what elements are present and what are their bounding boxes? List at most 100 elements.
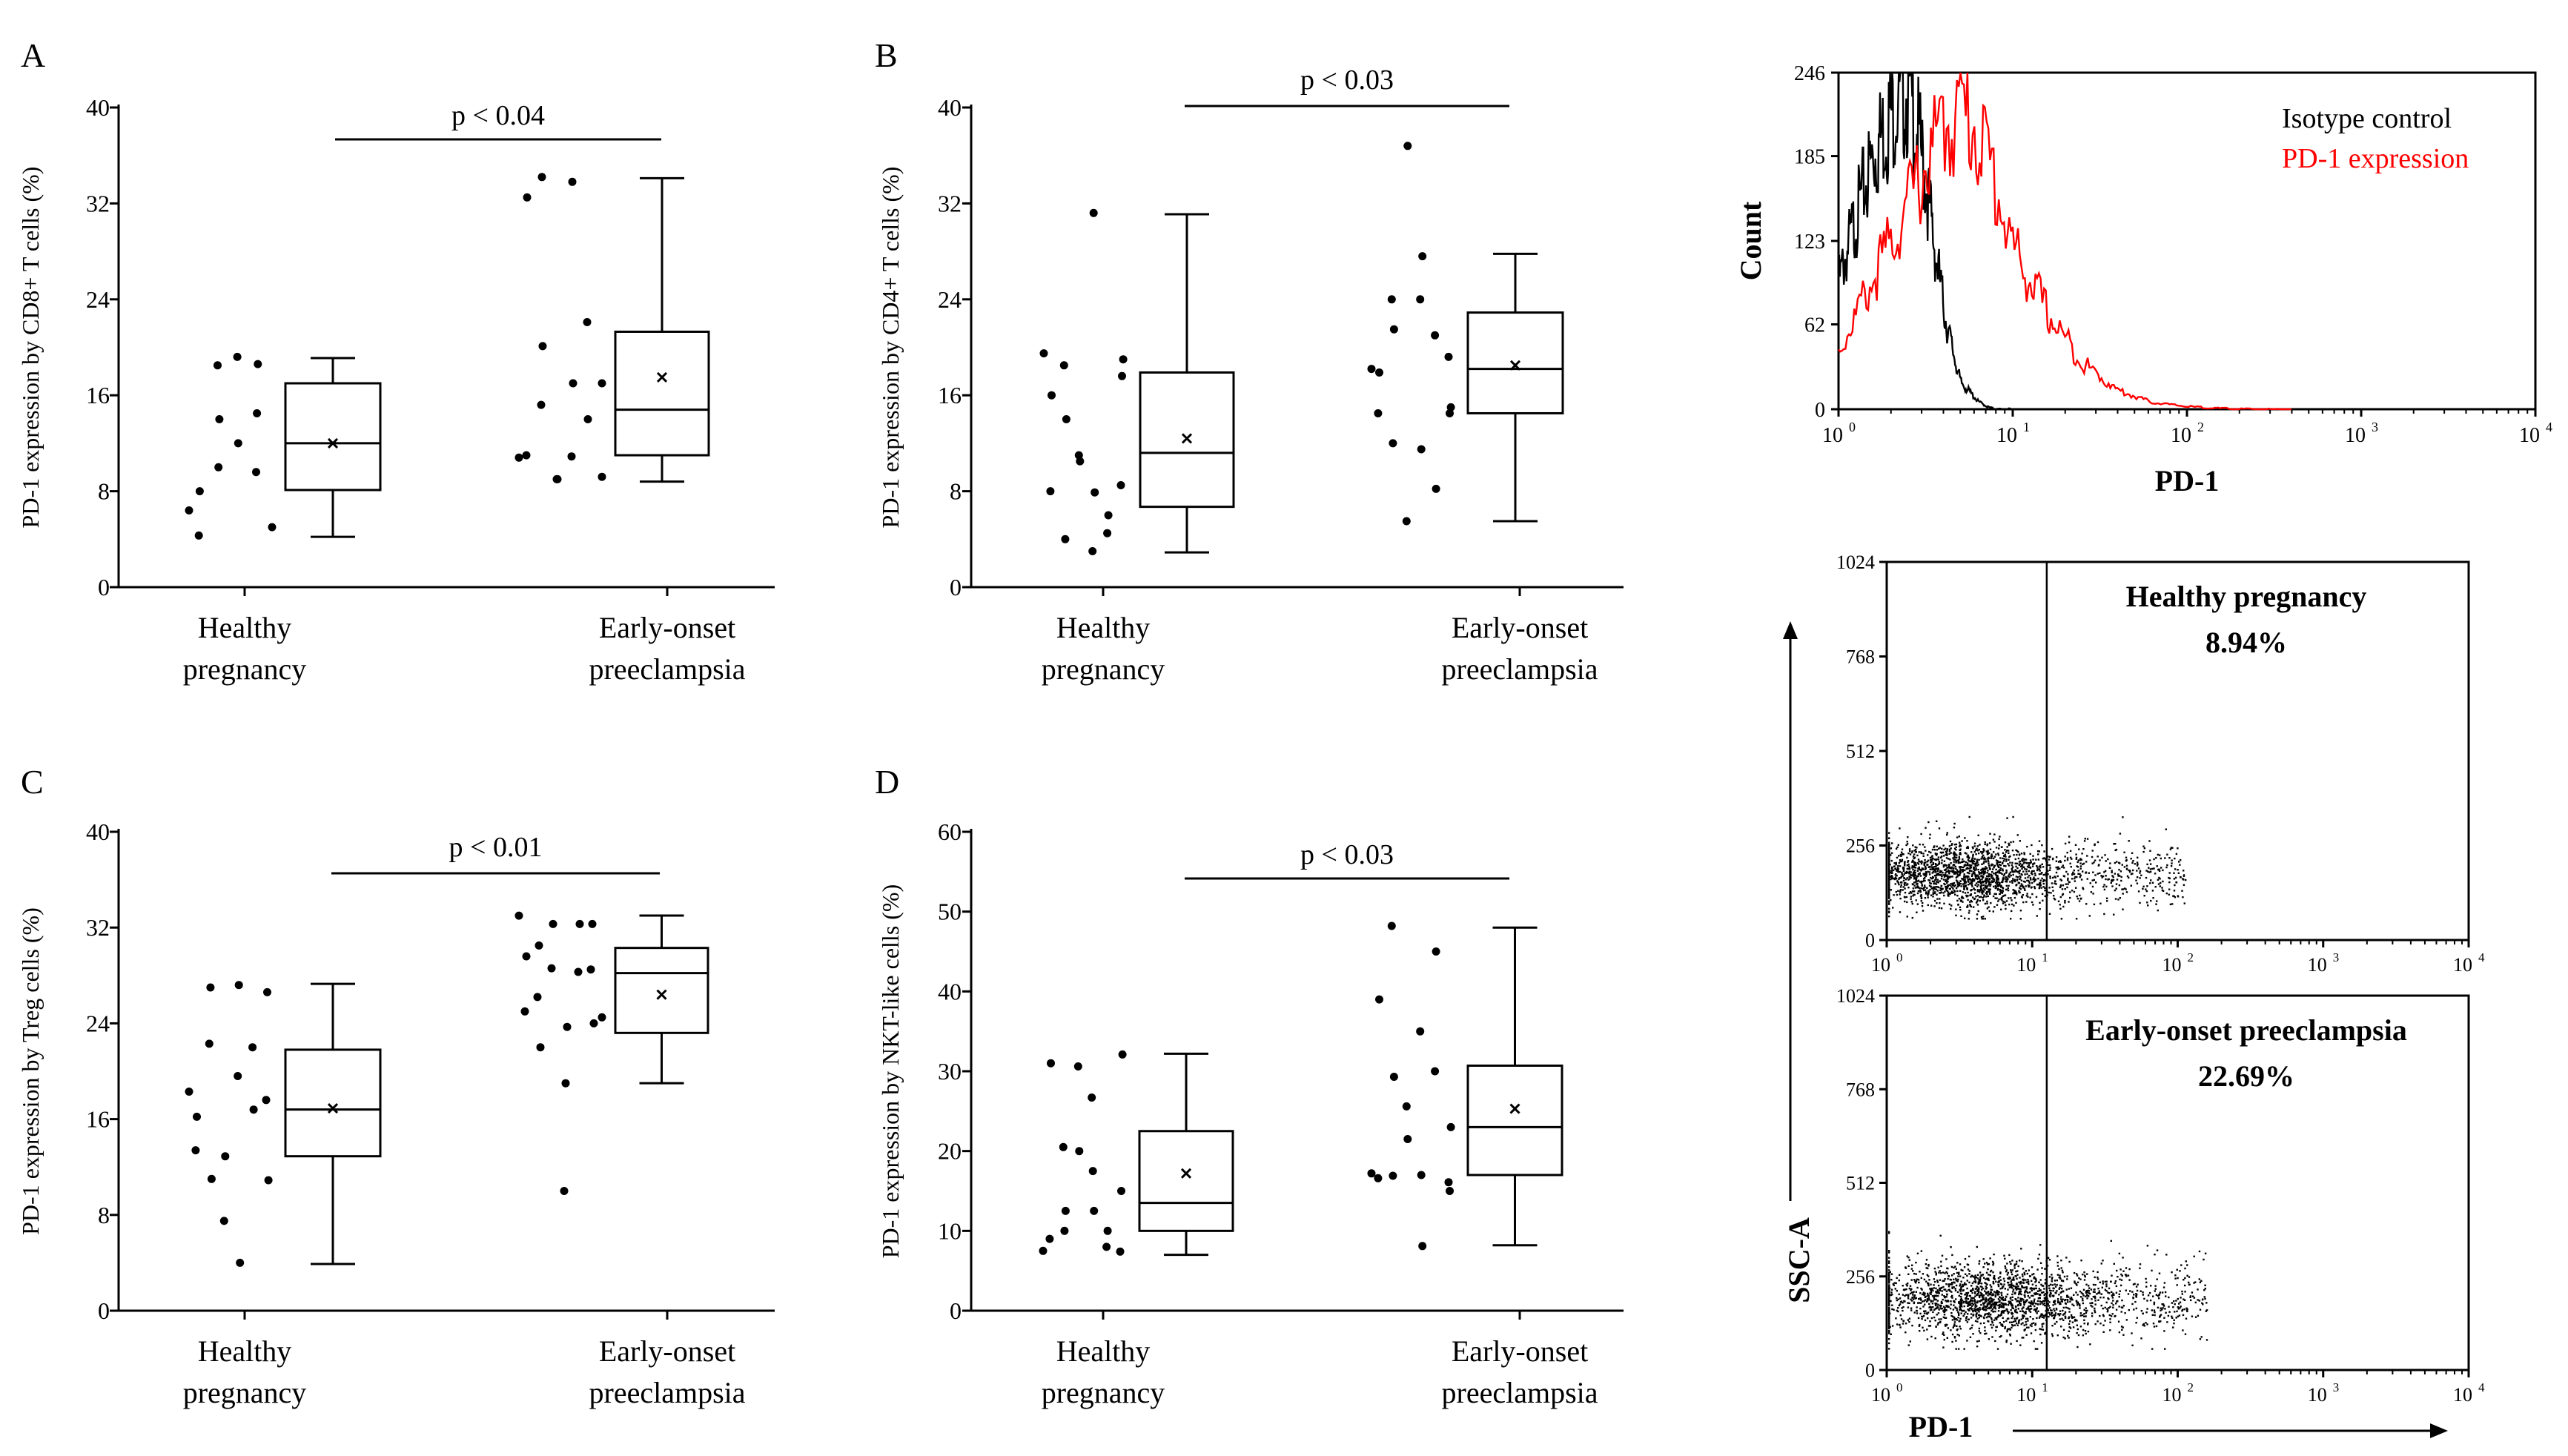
- event-dot: [2036, 1312, 2038, 1314]
- event-dot: [1978, 1340, 1980, 1342]
- event-dot: [1985, 1313, 1987, 1315]
- event-dot: [1992, 1264, 1994, 1266]
- event-dot: [2012, 1288, 2015, 1291]
- event-dot: [1942, 864, 1945, 867]
- event-dot: [1990, 1288, 1992, 1291]
- event-dot: [2118, 1296, 2120, 1298]
- event-dot: [2088, 1290, 2090, 1292]
- event-dot: [2197, 1314, 2200, 1317]
- event-dot: [2041, 1316, 2044, 1318]
- event-dot: [1925, 1263, 1927, 1265]
- data-point: [1118, 371, 1126, 380]
- event-dot: [1900, 855, 1902, 857]
- event-dot: [1997, 1316, 1999, 1318]
- event-dot: [1979, 1285, 1982, 1288]
- event-dot: [2011, 1273, 2013, 1276]
- event-dot: [2022, 1314, 2025, 1317]
- event-dot: [2178, 1314, 2181, 1317]
- event-dot: [1934, 1320, 1936, 1322]
- event-dot: [1942, 872, 1944, 874]
- event-dot: [1998, 899, 2000, 901]
- event-dot: [2173, 1322, 2175, 1325]
- event-dot: [1952, 884, 1954, 887]
- event-dot: [1888, 1291, 1890, 1293]
- event-dot: [1979, 891, 1981, 893]
- event-dot: [2008, 1254, 2011, 1257]
- event-dot: [1894, 874, 1897, 876]
- event-dot: [1950, 1246, 1952, 1248]
- event-dot: [2029, 896, 2031, 899]
- event-dot: [2091, 1302, 2094, 1304]
- event-dot: [2065, 1288, 2068, 1291]
- event-dot: [1899, 891, 1902, 893]
- event-dot: [2065, 870, 2068, 873]
- event-dot: [1960, 1293, 1963, 1295]
- event-dot: [1904, 863, 1906, 865]
- event-dot: [2054, 1303, 2056, 1306]
- event-dot: [2010, 1271, 2013, 1274]
- event-dot: [1933, 845, 1936, 847]
- event-dot: [2053, 895, 2055, 897]
- event-dot: [2069, 850, 2072, 853]
- event-dot: [2026, 845, 2028, 848]
- event-dot: [1957, 1275, 1959, 1277]
- event-dot: [1993, 1306, 1995, 1309]
- data-point: [234, 1072, 242, 1080]
- event-dot: [1891, 1304, 1893, 1306]
- event-dot: [2179, 1306, 2181, 1309]
- event-dot: [2019, 1283, 2022, 1285]
- event-dot: [1945, 886, 1947, 888]
- event-dot: [2022, 1299, 2025, 1301]
- event-dot: [2019, 1304, 2022, 1306]
- event-dot: [1899, 1303, 1902, 1306]
- event-dot: [1943, 1314, 1946, 1316]
- event-dot: [1913, 860, 1915, 863]
- event-dot: [1990, 853, 1993, 856]
- event-dot: [1968, 872, 1970, 875]
- event-dot: [2160, 881, 2162, 884]
- event-dot: [2117, 1276, 2119, 1278]
- event-dot: [2121, 888, 2123, 890]
- event-dot: [2100, 1304, 2102, 1307]
- event-dot: [1967, 872, 1970, 874]
- event-dot: [1913, 873, 1916, 876]
- event-dot: [2074, 1318, 2076, 1321]
- event-dot: [1953, 1286, 1955, 1288]
- event-dot: [2043, 857, 2045, 859]
- event-dot: [1945, 857, 1948, 859]
- event-dot: [2157, 878, 2160, 881]
- data-point: [215, 415, 224, 423]
- event-dot: [1973, 1299, 1976, 1301]
- event-dot: [2094, 1276, 2096, 1279]
- event-dot: [1910, 874, 1913, 876]
- event-dot: [1963, 873, 1965, 876]
- event-dot: [1976, 1317, 1979, 1320]
- event-dot: [1946, 833, 1948, 836]
- event-dot: [2014, 869, 2016, 871]
- event-dot: [1967, 904, 1969, 907]
- event-dot: [1996, 881, 1998, 883]
- event-dot: [2014, 1292, 2016, 1294]
- event-dot: [2047, 1308, 2049, 1310]
- event-dot: [2146, 885, 2148, 887]
- event-dot: [2137, 856, 2139, 858]
- event-dot: [2041, 844, 2043, 847]
- event-dot: [1928, 1303, 1930, 1306]
- event-dot: [2008, 1302, 2011, 1304]
- event-dot: [2073, 890, 2076, 893]
- event-dot: [2080, 858, 2082, 861]
- event-dot: [2148, 1291, 2151, 1294]
- event-dot: [1927, 821, 1930, 824]
- event-dot: [1967, 1305, 1969, 1307]
- event-dot: [2061, 1288, 2063, 1290]
- event-dot: [2021, 1308, 2023, 1310]
- event-dot: [2082, 1293, 2084, 1295]
- event-dot: [1993, 873, 1995, 875]
- event-dot: [1935, 1326, 1937, 1328]
- event-dot: [2086, 878, 2088, 880]
- event-dot: [2179, 864, 2181, 866]
- x-tick-label: 10: [2171, 424, 2191, 447]
- event-dot: [1895, 861, 1897, 864]
- event-dot: [2095, 881, 2097, 884]
- event-dot: [2015, 1286, 2018, 1288]
